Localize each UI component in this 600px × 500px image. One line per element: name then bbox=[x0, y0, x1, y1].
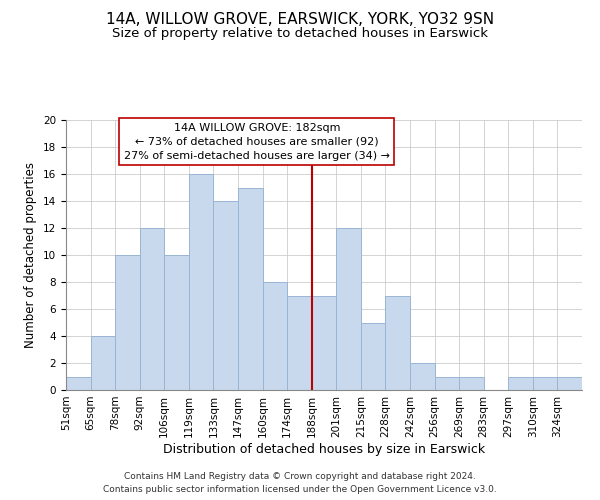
Bar bbox=[164, 255, 189, 390]
Bar bbox=[214, 201, 238, 390]
Bar bbox=[312, 296, 336, 390]
Bar bbox=[336, 228, 361, 390]
Bar bbox=[361, 322, 385, 390]
Bar bbox=[140, 228, 164, 390]
Bar bbox=[66, 376, 91, 390]
Text: 14A WILLOW GROVE: 182sqm
← 73% of detached houses are smaller (92)
27% of semi-d: 14A WILLOW GROVE: 182sqm ← 73% of detach… bbox=[124, 122, 390, 160]
Bar bbox=[189, 174, 214, 390]
Text: 14A, WILLOW GROVE, EARSWICK, YORK, YO32 9SN: 14A, WILLOW GROVE, EARSWICK, YORK, YO32 … bbox=[106, 12, 494, 28]
Bar bbox=[263, 282, 287, 390]
X-axis label: Distribution of detached houses by size in Earswick: Distribution of detached houses by size … bbox=[163, 442, 485, 456]
Bar bbox=[91, 336, 115, 390]
Bar bbox=[115, 255, 140, 390]
Bar bbox=[238, 188, 263, 390]
Text: Contains public sector information licensed under the Open Government Licence v3: Contains public sector information licen… bbox=[103, 485, 497, 494]
Bar bbox=[410, 363, 434, 390]
Bar bbox=[459, 376, 484, 390]
Text: Contains HM Land Registry data © Crown copyright and database right 2024.: Contains HM Land Registry data © Crown c… bbox=[124, 472, 476, 481]
Bar bbox=[287, 296, 312, 390]
Bar bbox=[385, 296, 410, 390]
Bar bbox=[533, 376, 557, 390]
Bar bbox=[508, 376, 533, 390]
Text: Size of property relative to detached houses in Earswick: Size of property relative to detached ho… bbox=[112, 28, 488, 40]
Bar bbox=[557, 376, 582, 390]
Bar bbox=[434, 376, 459, 390]
Y-axis label: Number of detached properties: Number of detached properties bbox=[25, 162, 37, 348]
